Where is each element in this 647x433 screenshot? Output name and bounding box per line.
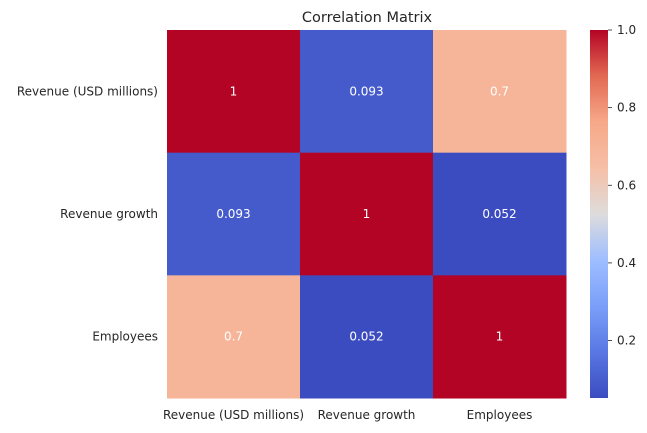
x-tick-label: Revenue (USD millions) [163, 408, 304, 422]
x-tick-label: Employees [467, 408, 533, 422]
y-tick-label: Revenue (USD millions) [17, 84, 158, 98]
chart-title: Correlation Matrix [302, 10, 433, 26]
heatmap-cell [433, 30, 567, 154]
colorbar-tick-label: 0.8 [617, 101, 636, 115]
x-tick-label: Revenue growth [318, 408, 416, 422]
heatmap-cell [433, 275, 567, 399]
x-tick-labels: Revenue (USD millions) Revenue growth Empl… [163, 408, 532, 422]
colorbar-tick-label: 0.6 [617, 178, 636, 192]
colorbar [590, 30, 608, 398]
cell-value-label: 1 [230, 84, 238, 98]
colorbar-tick-label: 1.0 [617, 23, 636, 37]
cell-value-label: 0.093 [216, 207, 250, 221]
colorbar-tick-label: 0.4 [617, 256, 636, 270]
heatmap-cell [300, 275, 434, 399]
cell-value-label: 1 [496, 330, 504, 344]
cell-value-label: 0.052 [482, 207, 516, 221]
heatmap-cell [167, 30, 301, 154]
heatmap-cell [433, 152, 567, 276]
y-tick-labels: Revenue (USD millions) Revenue growth Empl… [17, 84, 158, 343]
heatmap-cells: 1 0.093 0.7 0.093 1 0.052 0.7 0.052 1 [167, 30, 567, 399]
cell-value-label: 0.7 [224, 330, 243, 344]
colorbar-tick-label: 0.2 [617, 334, 636, 348]
heatmap-cell [167, 152, 301, 276]
y-tick-label: Revenue growth [60, 207, 158, 221]
heatmap-cell [300, 152, 434, 276]
y-tick-label: Employees [92, 330, 158, 344]
cell-value-label: 0.7 [490, 84, 509, 98]
heatmap-cell [167, 275, 301, 399]
cell-value-label: 0.093 [349, 84, 383, 98]
cell-value-label: 0.052 [349, 330, 383, 344]
cell-value-label: 1 [363, 207, 371, 221]
colorbar-ticks: 0.2 0.4 0.6 0.8 1.0 [608, 23, 636, 348]
heatmap-cell [300, 30, 434, 154]
